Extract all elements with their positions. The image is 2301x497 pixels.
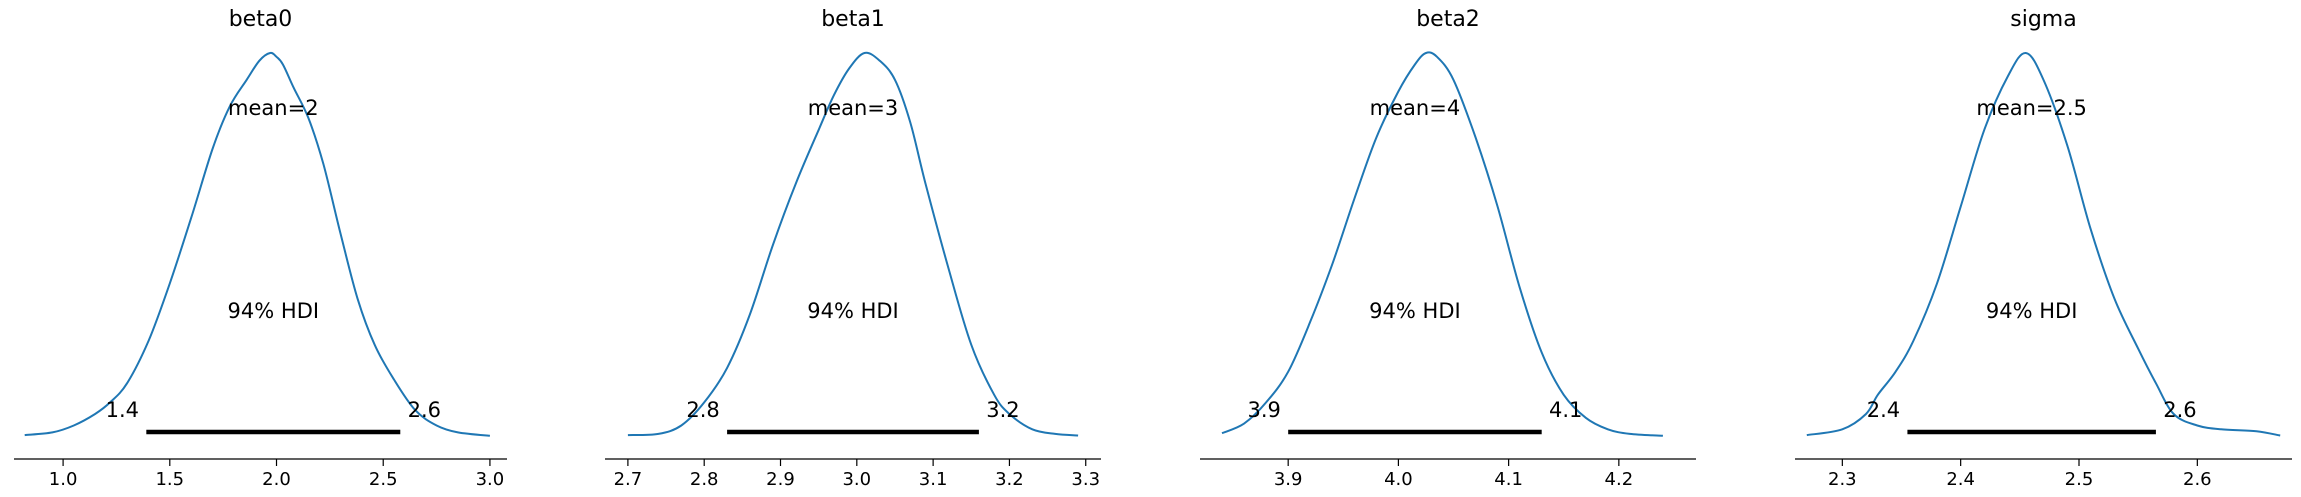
x-tick-label: 3.2 <box>995 469 1024 490</box>
x-tick-label: 4.2 <box>1605 469 1634 490</box>
panel-title: beta1 <box>821 7 885 32</box>
x-tick-label: 2.5 <box>369 469 398 490</box>
x-tick-label: 4.0 <box>1384 469 1413 490</box>
hdi-high-label: 2.6 <box>2163 398 2196 422</box>
x-tick-label: 2.0 <box>262 469 291 490</box>
x-tick-label: 3.1 <box>919 469 948 490</box>
hdi-high-label: 4.1 <box>1549 398 1582 422</box>
mean-label: mean=3 <box>808 96 899 120</box>
panel-beta2: 3.9 4.0 4.1 4.2 3.9 4.1 94% HDI mean=4 beta2 <box>1200 7 1696 490</box>
x-tick-label: 2.3 <box>1828 469 1857 490</box>
x-tick-label: 2.7 <box>614 469 643 490</box>
x-tick-label: 2.4 <box>1946 469 1975 490</box>
hdi-text: 94% HDI <box>1986 299 2078 323</box>
x-tick-label: 2.5 <box>2065 469 2094 490</box>
x-tick-label: 3.0 <box>476 469 505 490</box>
x-tick-label: 1.5 <box>155 469 184 490</box>
panel-title: beta0 <box>229 7 293 32</box>
panel-sigma: 2.3 2.4 2.5 2.6 2.4 2.6 94% HDI mean=2.5 sigma <box>1795 7 2292 490</box>
mean-label: mean=2 <box>228 96 319 120</box>
x-tick-label: 3.3 <box>1071 469 1100 490</box>
panel-title: sigma <box>2010 7 2076 32</box>
hdi-low-label: 3.9 <box>1247 398 1280 422</box>
x-tick-label: 2.8 <box>690 469 719 490</box>
x-tick-label: 4.1 <box>1494 469 1523 490</box>
x-tick-label: 1.0 <box>49 469 78 490</box>
kde-curve-sigma <box>1806 52 2281 437</box>
mean-label: mean=2.5 <box>1976 96 2087 120</box>
kde-curve-beta2 <box>1221 51 1663 437</box>
panel-beta1: 2.7 2.8 2.9 3.0 3.1 3.2 3.3 2.8 3.2 94% HDI mean=3… <box>605 7 1101 490</box>
hdi-low-label: 2.4 <box>1867 398 1900 422</box>
hdi-high-label: 3.2 <box>986 398 1019 422</box>
x-tick-label: 3.0 <box>842 469 871 490</box>
mean-label: mean=4 <box>1370 96 1461 120</box>
hdi-text: 94% HDI <box>807 299 899 323</box>
kde-curve-beta0 <box>24 51 490 437</box>
hdi-text: 94% HDI <box>1369 299 1461 323</box>
hdi-low-label: 2.8 <box>686 398 719 422</box>
hdi-low-label: 1.4 <box>106 398 139 422</box>
x-tick-label: 2.9 <box>766 469 795 490</box>
hdi-high-label: 2.6 <box>408 398 441 422</box>
x-tick-label: 3.9 <box>1274 469 1303 490</box>
hdi-text: 94% HDI <box>228 299 320 323</box>
kde-curve-beta1 <box>627 51 1079 437</box>
x-tick-label: 2.6 <box>2183 469 2212 490</box>
panel-beta0: 1.0 1.5 2.0 2.5 3.0 1.4 2.6 94% HDI mean=2 beta0 <box>14 7 507 490</box>
panel-title: beta2 <box>1416 7 1480 32</box>
